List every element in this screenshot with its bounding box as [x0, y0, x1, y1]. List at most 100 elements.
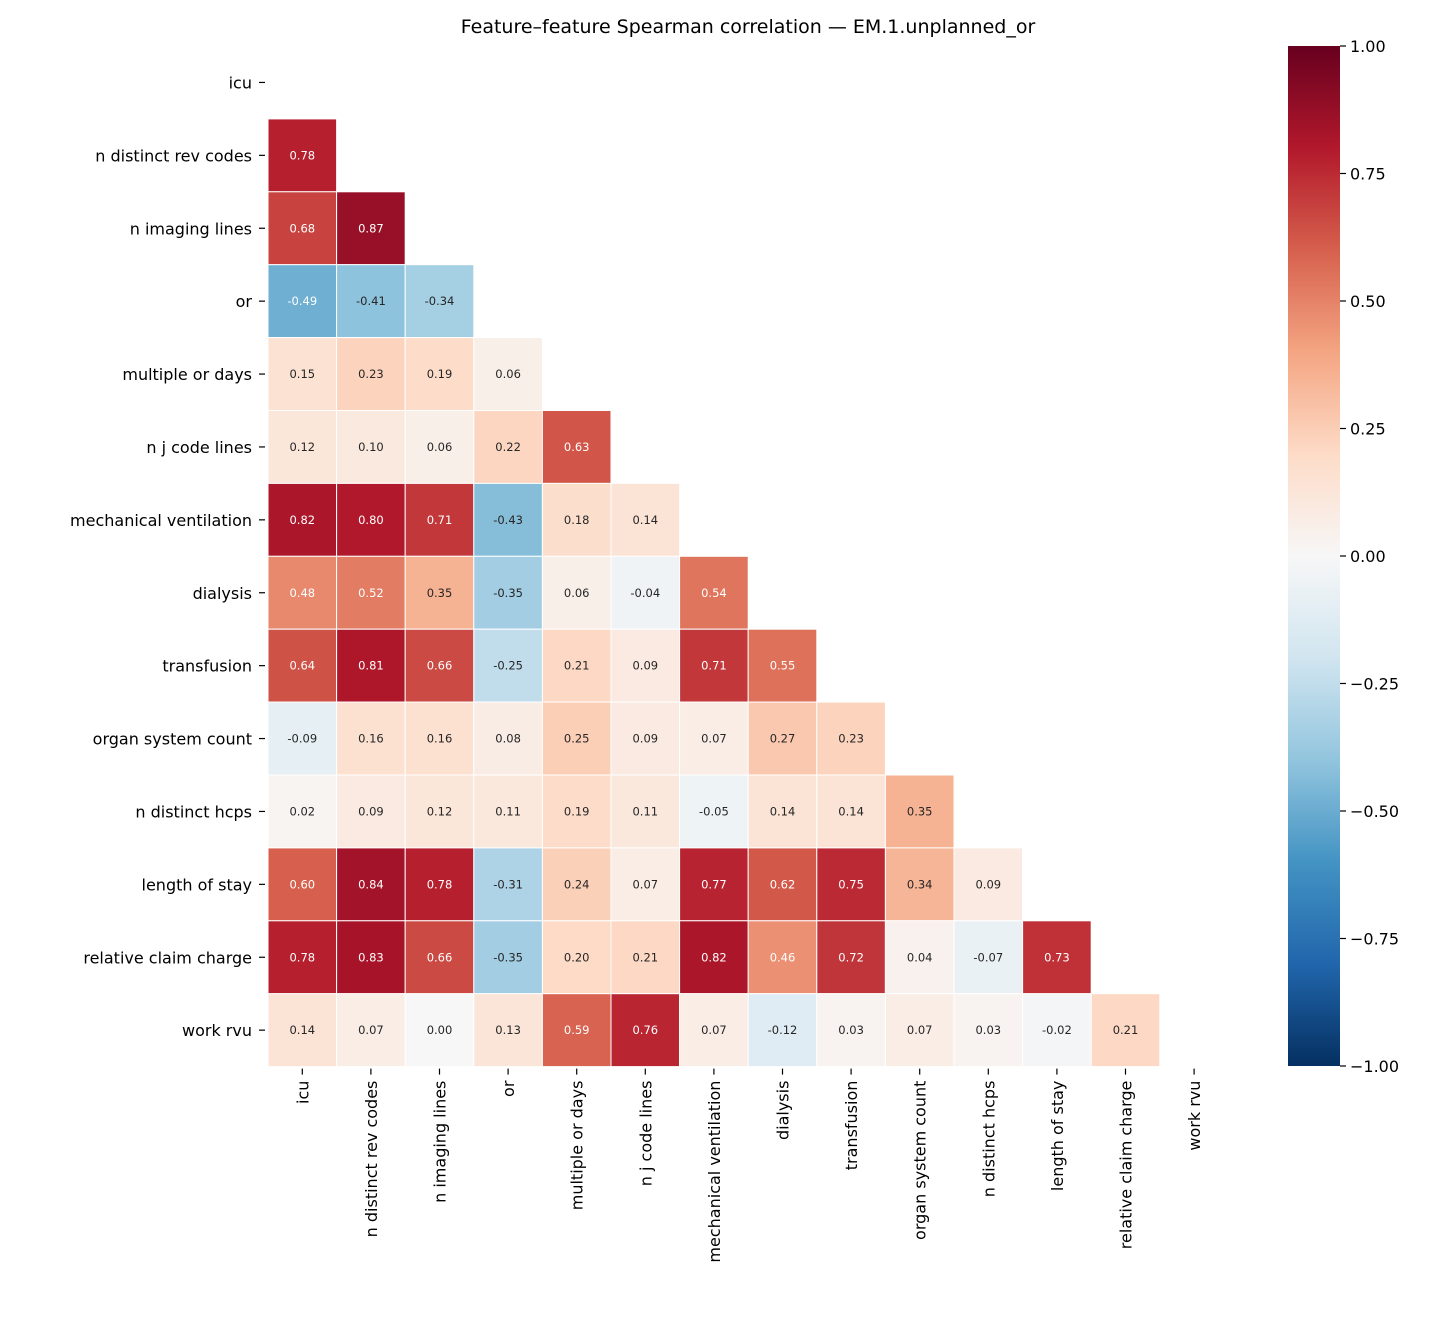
cell-annotation: -0.35 — [493, 950, 523, 964]
heatmap-cell — [884, 774, 955, 849]
cell-annotation: 0.07 — [701, 732, 727, 746]
cell-annotation: 0.19 — [427, 367, 453, 381]
cell-annotation: 0.63 — [564, 440, 590, 454]
cell-annotation: 0.06 — [564, 586, 590, 600]
heatmap-cell — [404, 701, 475, 776]
heatmap-cell — [473, 701, 543, 776]
heatmap-cell — [404, 628, 475, 703]
cell-annotation: -0.49 — [287, 294, 317, 308]
cell-annotation: 0.13 — [495, 1023, 521, 1037]
x-tick-label: work rvu — [1185, 1081, 1204, 1151]
cell-annotation: 0.71 — [427, 513, 453, 527]
x-tick-label: mechanical ventilation — [705, 1081, 724, 1263]
y-tick-label: transfusion — [162, 657, 252, 676]
cell-annotation: 0.80 — [358, 513, 384, 527]
cell-annotation: 0.02 — [289, 804, 315, 818]
heatmap-cell — [884, 993, 955, 1068]
heatmap-cell — [473, 993, 543, 1068]
cell-annotation: -0.12 — [768, 1023, 798, 1037]
heatmap-cell — [610, 701, 681, 776]
x-tick-label: or — [499, 1080, 518, 1097]
colorbar: 1.00 0.75 0.50 0.25 0.00 −0.25 −0.50 −0.75 −1.00 — [1288, 37, 1399, 1076]
heatmap-cell — [679, 701, 749, 776]
heatmap-cell — [610, 847, 681, 922]
heatmap-cell — [404, 482, 475, 557]
cell-annotation: 0.11 — [632, 804, 658, 818]
cell-annotation: 0.23 — [838, 732, 864, 746]
colorbar-gradient — [1288, 46, 1340, 1066]
cell-annotation: 0.14 — [838, 804, 864, 818]
y-tick-label: length of stay — [142, 875, 252, 894]
cell-annotation: 0.09 — [975, 877, 1001, 891]
heatmap-cell — [267, 482, 338, 557]
heatmap-cell — [610, 555, 681, 630]
heatmap-cell — [267, 701, 338, 776]
y-tick-label: mechanical ventilation — [70, 511, 252, 530]
cell-annotation: 0.09 — [632, 659, 658, 673]
x-tick-label: transfusion — [842, 1081, 861, 1171]
cell-annotation: 0.55 — [770, 659, 796, 673]
cell-annotation: 0.12 — [289, 440, 315, 454]
cell-annotation: -0.05 — [699, 804, 729, 818]
heatmap-cell — [336, 555, 406, 630]
heatmap-cell — [336, 920, 406, 995]
cell-annotation: 0.82 — [701, 950, 727, 964]
heatmap-cell — [816, 920, 886, 995]
heatmap-cell — [336, 337, 406, 412]
heatmap-cell — [267, 264, 338, 339]
cell-annotation: 0.82 — [289, 513, 315, 527]
cell-annotation: 0.59 — [564, 1023, 590, 1037]
heatmap-cell — [679, 993, 749, 1068]
cell-annotation: 0.68 — [289, 221, 315, 235]
cell-annotation: 0.03 — [975, 1023, 1001, 1037]
heatmap-cell — [267, 993, 338, 1068]
x-tick-label: n j code lines — [636, 1081, 655, 1187]
cell-annotation: 0.15 — [289, 367, 315, 381]
cell-annotation: 0.09 — [358, 804, 384, 818]
column-labels: icu n distinct rev codes n imaging lines or… — [293, 1068, 1204, 1263]
cell-annotation: 0.21 — [632, 950, 658, 964]
heatmap-cell — [816, 847, 886, 922]
cell-annotation: 0.27 — [770, 732, 796, 746]
y-tick-label: n distinct rev codes — [95, 146, 252, 165]
cell-annotation: -0.31 — [493, 877, 523, 891]
colorbar-tick-label: 0.75 — [1350, 165, 1386, 184]
cell-annotation: 0.76 — [632, 1023, 658, 1037]
heatmap-cell — [747, 993, 818, 1068]
cell-annotation: -0.34 — [425, 294, 455, 308]
heatmap-cell — [473, 337, 543, 412]
heatmap-cell — [404, 993, 475, 1068]
colorbar-tick-label: 1.00 — [1350, 37, 1386, 56]
heatmap-cell — [610, 774, 681, 849]
y-tick-label: n j code lines — [146, 438, 252, 457]
cell-annotation: 0.21 — [1113, 1023, 1139, 1037]
cell-annotation: 0.81 — [358, 659, 384, 673]
heatmap-cells: 0.78 0.68 0.87 -0.49 -0.41 -0.34 0.15 0.23 0.19 0… — [267, 118, 1161, 1068]
cell-annotation: 0.34 — [907, 877, 933, 891]
heatmap-cell — [473, 555, 543, 630]
cell-annotation: 0.14 — [770, 804, 796, 818]
x-tick-label: multiple or days — [568, 1081, 587, 1211]
cell-annotation: 0.09 — [632, 732, 658, 746]
x-tick-label: organ system count — [911, 1081, 930, 1240]
cell-annotation: 0.10 — [358, 440, 384, 454]
heatmap-cell — [541, 482, 612, 557]
heatmap-cell — [816, 993, 886, 1068]
x-tick-label: dialysis — [774, 1081, 793, 1140]
cell-annotation: 0.78 — [289, 950, 315, 964]
heatmap-cell — [404, 920, 475, 995]
cell-annotation: 0.07 — [907, 1023, 933, 1037]
cell-annotation: 0.07 — [358, 1023, 384, 1037]
cell-annotation: 0.00 — [427, 1023, 453, 1037]
y-tick-label: multiple or days — [122, 365, 252, 384]
heatmap-cell — [610, 920, 681, 995]
cell-annotation: 0.07 — [701, 1023, 727, 1037]
cell-annotation: -0.04 — [630, 586, 660, 600]
chart-title: Feature–feature Spearman correlation — E… — [461, 16, 1036, 38]
cell-annotation: 0.04 — [907, 950, 933, 964]
cell-annotation: 0.18 — [564, 513, 590, 527]
cell-annotation: 0.54 — [701, 586, 727, 600]
cell-annotation: 0.87 — [358, 221, 384, 235]
heatmap-cell — [473, 774, 543, 849]
cell-annotation: 0.16 — [427, 732, 453, 746]
